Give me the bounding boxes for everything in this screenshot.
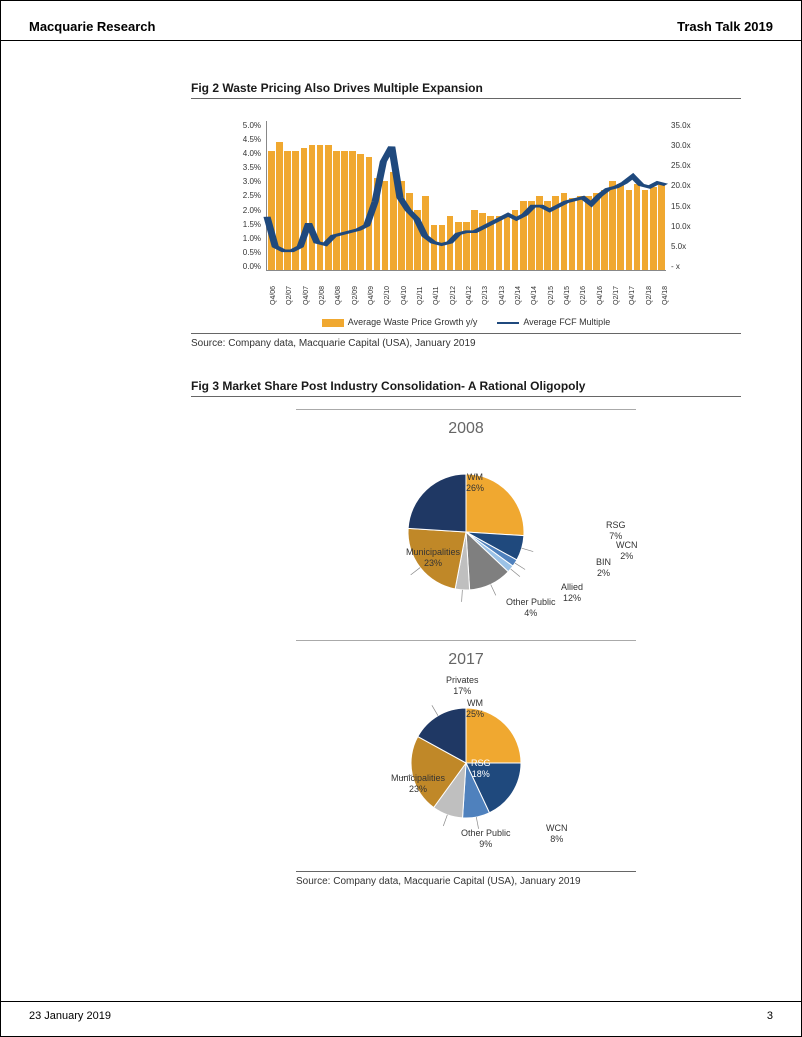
y-right-tick: 10.0x — [671, 222, 706, 231]
pie-label: WM25% — [466, 698, 484, 720]
legend-bar-item: Average Waste Price Growth y/y — [322, 317, 478, 327]
y-left-tick: 0.0% — [226, 262, 261, 271]
footer-date: 23 January 2019 — [29, 1010, 111, 1022]
page-header: Macquarie Research Trash Talk 2019 — [1, 1, 801, 41]
pie-label: RSG18% — [471, 758, 491, 780]
pie-label: Allied12% — [561, 582, 583, 604]
pie-label: Privates24% — [398, 472, 431, 494]
fig2-y-right: - x 5.0x 10.0x 15.0x 20.0x 25.0x 30.0x 35.0x — [668, 121, 706, 271]
header-left: Macquarie Research — [29, 19, 155, 34]
pie-label: Privates17% — [446, 675, 479, 697]
pie-label: Other Public4% — [506, 597, 556, 619]
x-tick: Q4/18 — [662, 297, 702, 305]
pie-block: 2008WM26%RSG7%WCN2%BIN2%Allied12%Other P… — [296, 409, 636, 622]
pie-label: Municipalities23% — [406, 547, 460, 569]
fig2-source: Source: Company data, Macquarie Capital … — [191, 333, 741, 349]
fig2-line — [267, 121, 666, 270]
fig2-chart: 0.0% 0.5% 1.0% 1.5% 2.0% 2.5% 3.0% 3.5% 4.0% 4.5%… — [226, 111, 706, 311]
y-right-tick: 5.0x — [671, 242, 706, 251]
pie-label: RSG7% — [606, 520, 626, 542]
pie-year: 2017 — [296, 651, 636, 669]
y-left-tick: 2.5% — [226, 191, 261, 200]
pie-label: BIN2% — [596, 557, 611, 579]
bar-swatch-icon — [322, 319, 344, 327]
y-right-tick: 25.0x — [671, 161, 706, 170]
pie-wrap: WM26%RSG7%WCN2%BIN2%Allied12%Other Publi… — [326, 442, 606, 622]
page-footer: 23 January 2019 3 — [1, 1001, 801, 1036]
legend-line-item: Average FCF Multiple — [497, 317, 610, 327]
pie-label: WM26% — [466, 472, 484, 494]
pie-year: 2008 — [296, 420, 636, 438]
footer-page: 3 — [767, 1010, 773, 1022]
y-left-tick: 0.5% — [226, 248, 261, 257]
fig2-title: Fig 2 Waste Pricing Also Drives Multiple… — [191, 81, 741, 99]
y-left-tick: 1.0% — [226, 234, 261, 243]
pie-label: Other Public9% — [461, 828, 511, 850]
y-right-tick: 35.0x — [671, 121, 706, 130]
y-left-tick: 3.5% — [226, 163, 261, 172]
pie-label: Municipalities23% — [391, 773, 445, 795]
fig2-legend: Average Waste Price Growth y/y Average F… — [191, 317, 741, 327]
pie-block: 2017 WM25% RSG18% WCN8% Other Public9% Munici… — [296, 640, 636, 853]
pie-wrap: WM25% RSG18% WCN8% Other Public9% Municipali… — [326, 673, 606, 853]
fig2-plot — [266, 121, 666, 271]
y-right-tick: 15.0x — [671, 202, 706, 211]
legend-bar-label: Average Waste Price Growth y/y — [348, 317, 478, 327]
pie-label: WCN8% — [546, 823, 568, 845]
fig2-polyline — [267, 147, 666, 251]
fig3-title: Fig 3 Market Share Post Industry Consoli… — [191, 379, 741, 397]
y-right-tick: 20.0x — [671, 181, 706, 190]
fig3-source: Source: Company data, Macquarie Capital … — [296, 871, 636, 887]
fig2-x-axis: Q4/06Q2/07Q4/07Q2/08Q4/08Q2/09Q4/09Q2/10… — [266, 271, 666, 311]
y-left-tick: 3.0% — [226, 177, 261, 186]
y-left-tick: 4.5% — [226, 135, 261, 144]
line-swatch-icon — [497, 322, 519, 324]
page-content: Fig 2 Waste Pricing Also Drives Multiple… — [1, 41, 801, 887]
y-right-tick: 30.0x — [671, 141, 706, 150]
y-right-tick: - x — [671, 262, 706, 271]
y-left-tick: 2.0% — [226, 206, 261, 215]
y-left-tick: 1.5% — [226, 220, 261, 229]
pie-label: WCN2% — [616, 540, 638, 562]
header-right: Trash Talk 2019 — [677, 19, 773, 34]
legend-line-label: Average FCF Multiple — [523, 317, 610, 327]
fig2-y-left: 0.0% 0.5% 1.0% 1.5% 2.0% 2.5% 3.0% 3.5% 4.0% 4.5%… — [226, 121, 264, 271]
y-left-tick: 4.0% — [226, 149, 261, 158]
y-left-tick: 5.0% — [226, 121, 261, 130]
fig3-container: 2008WM26%RSG7%WCN2%BIN2%Allied12%Other P… — [191, 409, 741, 853]
